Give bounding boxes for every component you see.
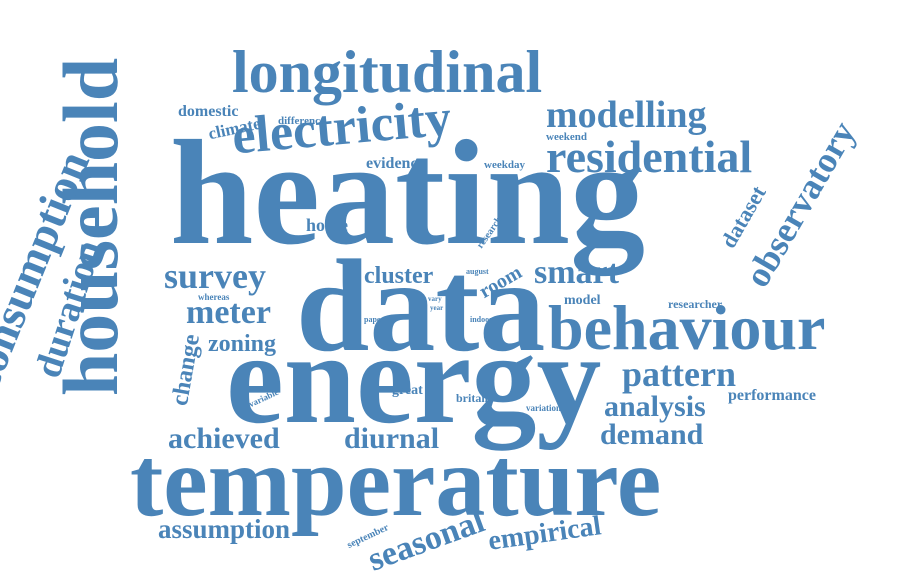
word-analysis: analysis	[604, 390, 706, 423]
word-great: great	[392, 383, 423, 398]
word-weekday: weekday	[484, 159, 525, 171]
word-model: model	[564, 293, 601, 308]
word-data: data	[296, 232, 546, 379]
word-year: year	[430, 304, 444, 312]
word-indoor: indoor	[470, 315, 493, 324]
word-survey: survey	[164, 256, 266, 296]
word-domestic: domestic	[178, 103, 239, 120]
word-demand: demand	[600, 418, 704, 451]
word-modelling: modelling	[546, 94, 707, 136]
word-weekend: weekend	[546, 131, 587, 143]
word-temperature: temperature	[130, 426, 662, 537]
word-assumption: assumption	[158, 514, 291, 544]
word-diurnal: diurnal	[344, 422, 440, 455]
word-difference: difference	[278, 115, 325, 127]
word-change: change	[166, 332, 206, 408]
word-variation: variation	[526, 403, 561, 413]
word-paper: paper	[364, 315, 384, 324]
word-residential: residential	[546, 131, 753, 182]
word-vary: vary	[428, 295, 442, 303]
word-august: august	[466, 267, 489, 276]
word-evidence: evidence	[366, 155, 425, 172]
word-achieved: achieved	[168, 422, 280, 455]
word-whereas: whereas	[198, 292, 230, 302]
word-home: home	[306, 215, 348, 235]
word-britain: britain	[456, 391, 492, 405]
word-researcher: researcher	[668, 297, 723, 311]
word-energy: energy	[226, 307, 602, 451]
word-heating: heating	[170, 110, 646, 276]
word-longitudinal: longitudinal	[232, 39, 543, 105]
word-pattern: pattern	[622, 354, 736, 394]
word-zoning: zoning	[208, 331, 277, 357]
word-smart: smart	[534, 254, 619, 291]
word-behaviour: behaviour	[548, 292, 826, 363]
word-performance: performance	[728, 387, 816, 404]
word-cluster: cluster	[364, 263, 434, 289]
word-meter: meter	[186, 294, 271, 331]
